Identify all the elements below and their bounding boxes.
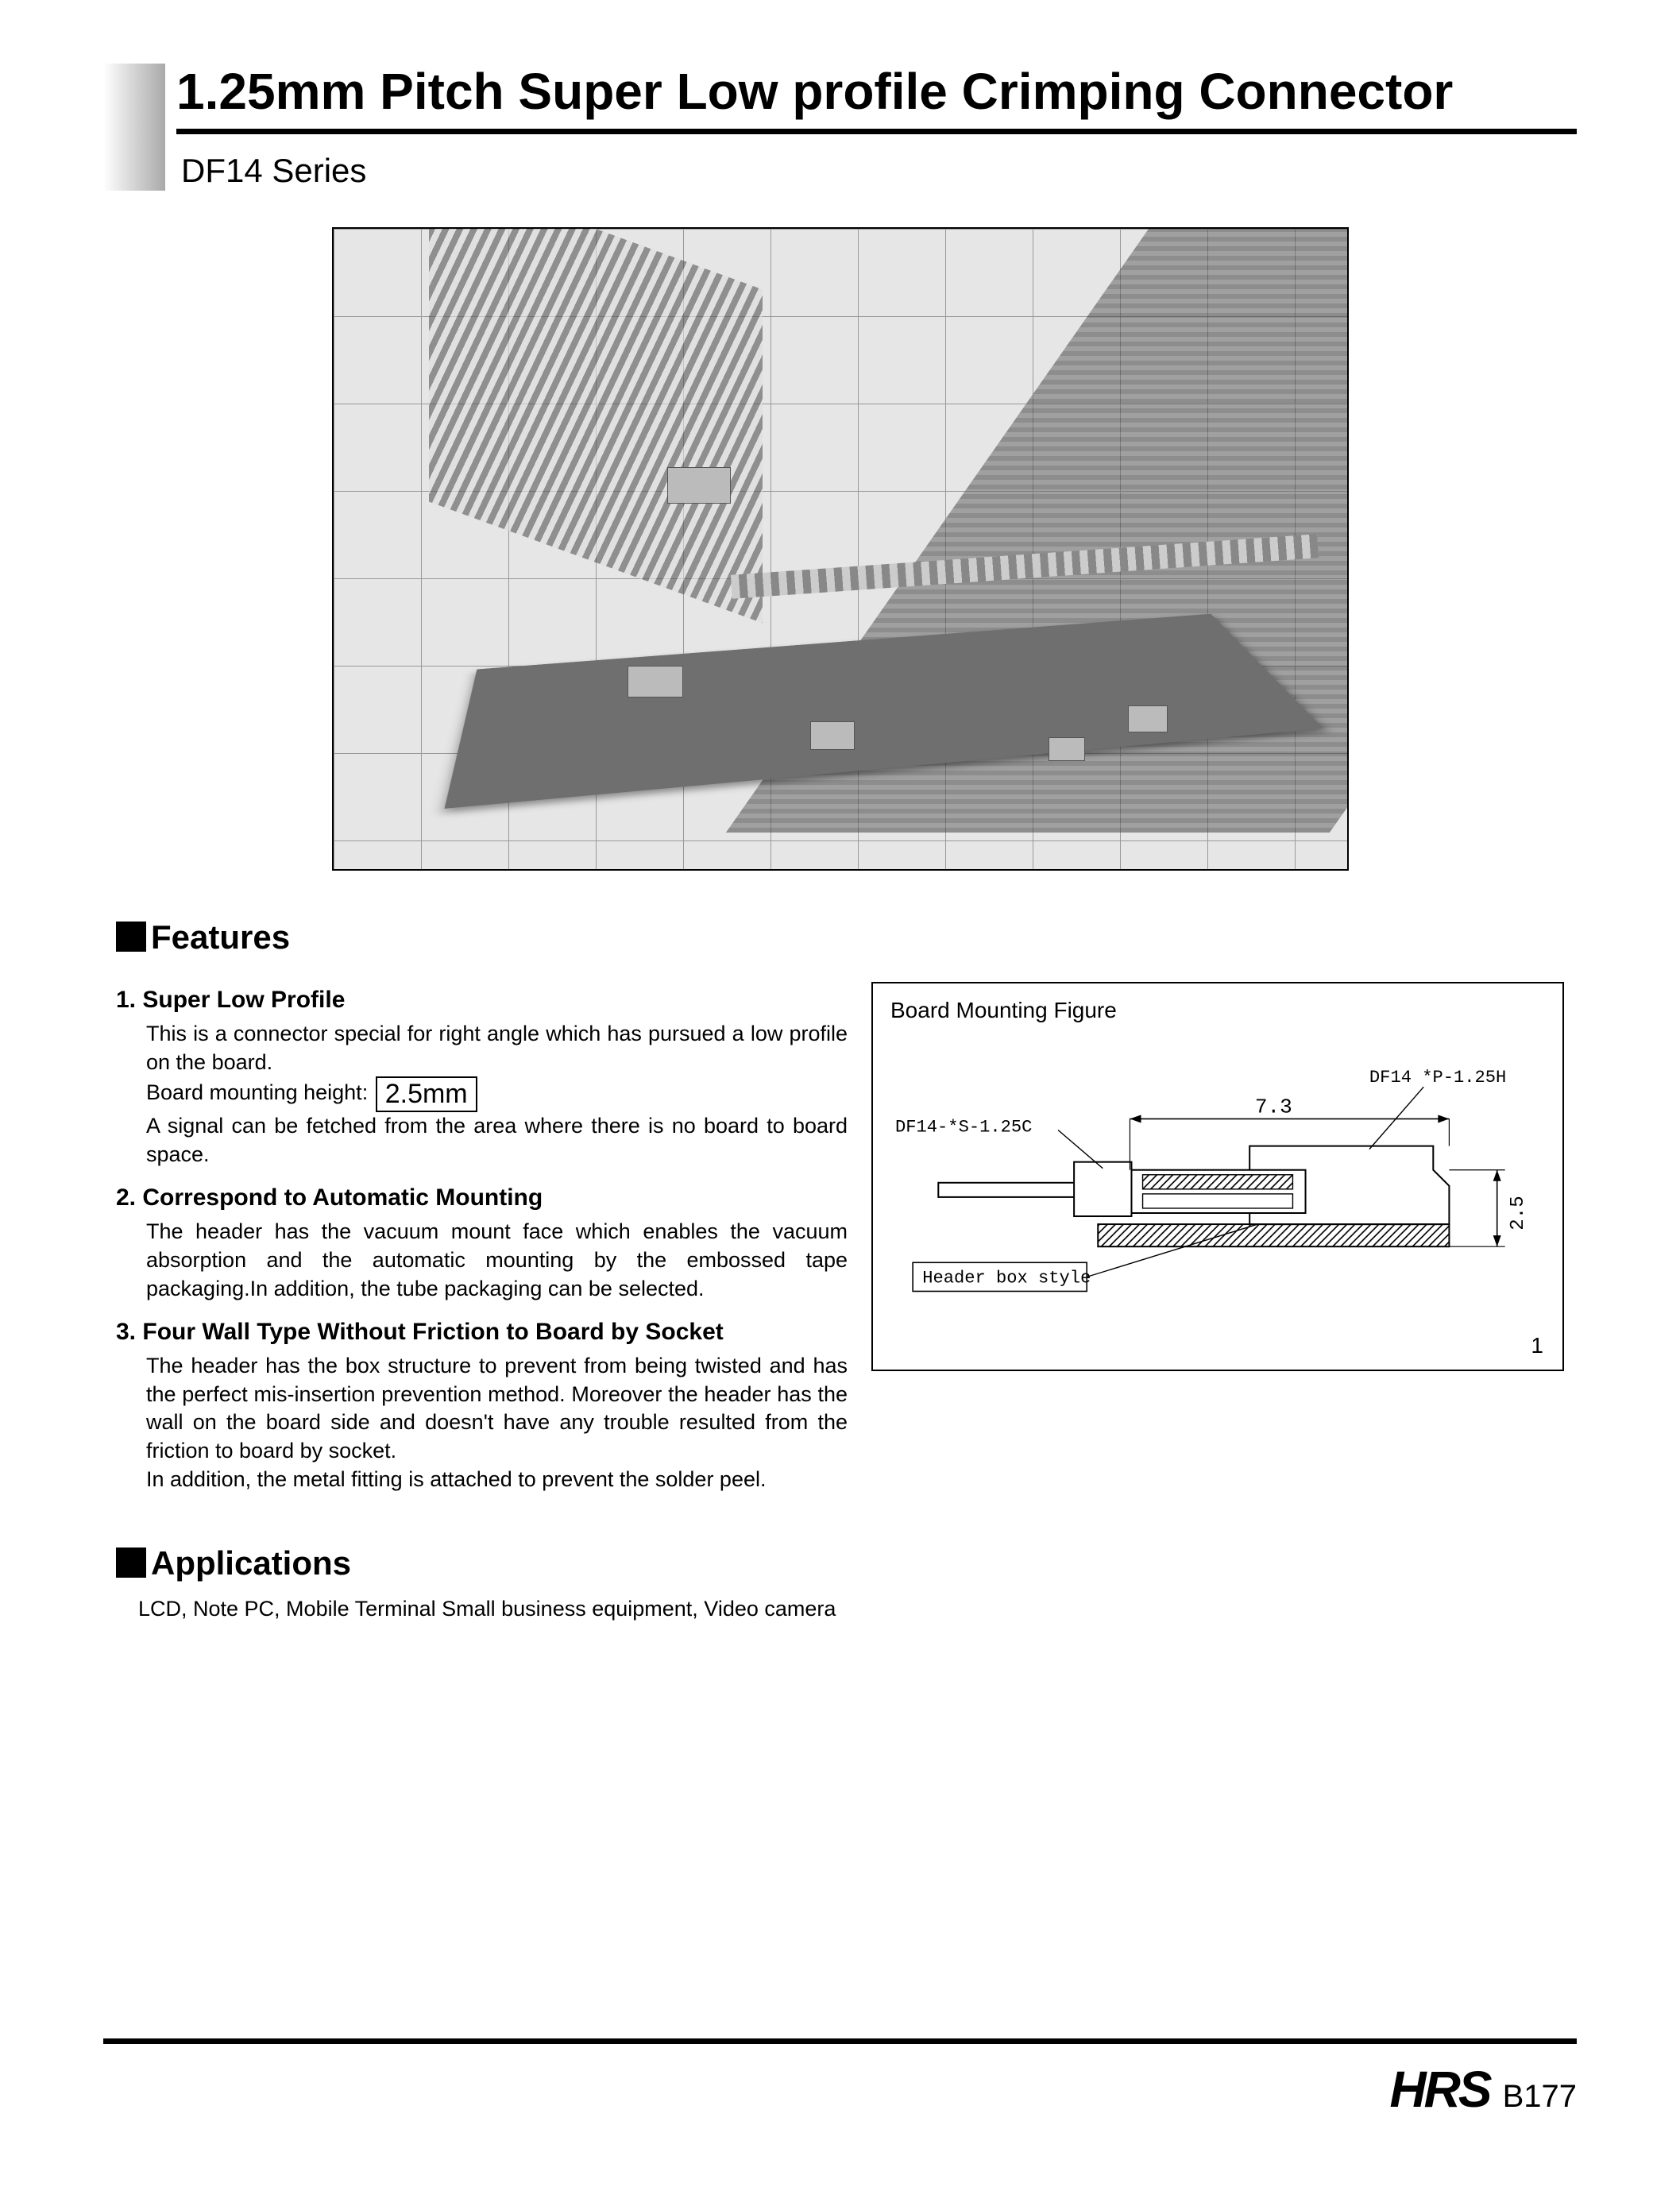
feature-3-heading: 3. Four Wall Type Without Friction to Bo… [116, 1319, 848, 1346]
features-heading: Features [116, 918, 1564, 956]
applications-heading-text: Applications [151, 1544, 351, 1582]
feature-1-p1: This is a connector special for right an… [116, 1020, 848, 1076]
figure-right-col: Board Mounting Figure [871, 971, 1564, 1371]
applications-text: LCD, Note PC, Mobile Terminal Small busi… [116, 1597, 1564, 1621]
feature-2-heading: 2. Correspond to Automatic Mounting [116, 1184, 848, 1211]
page-title: 1.25mm Pitch Super Low profile Crimping … [176, 64, 1577, 134]
feature-2-p1: The header has the vacuum mount face whi… [116, 1218, 848, 1303]
datasheet-page: 1.25mm Pitch Super Low profile Crimping … [0, 0, 1680, 2187]
feature-1-title: Super Low Profile [142, 987, 345, 1013]
mount-height-label: Board mounting height: [146, 1080, 368, 1104]
feature-3-num: 3. [116, 1319, 136, 1345]
figure-dim-top: 7.3 [1255, 1095, 1292, 1119]
mount-height-value: 2.5mm [376, 1076, 477, 1112]
footer: HRS B177 [1389, 2060, 1577, 2119]
feature-1-heading: 1. Super Low Profile [116, 987, 848, 1014]
feature-3-title: Four Wall Type Without Friction to Board… [142, 1319, 723, 1345]
feature-3-p1: The header has the box structure to prev… [116, 1352, 848, 1466]
title-text-column: 1.25mm Pitch Super Low profile Crimping … [176, 64, 1577, 190]
figure-dim-right: 2.5 [1508, 1196, 1529, 1230]
body: Features 1. Super Low Profile This is a … [103, 918, 1577, 1621]
features-left-col: 1. Super Low Profile This is a connector… [116, 971, 848, 1493]
figure-number: 1 [1531, 1333, 1543, 1358]
feature-1-mount-line: Board mounting height: 2.5mm [116, 1076, 848, 1112]
title-row: 1.25mm Pitch Super Low profile Crimping … [103, 64, 1577, 191]
mounting-diagram-icon: 7.3 2.5 DF14-*S-1.25C DF14 *P-1.25H [890, 1050, 1545, 1322]
applications-section: Applications LCD, Note PC, Mobile Termin… [116, 1544, 1564, 1621]
feature-2-num: 2. [116, 1184, 136, 1211]
feature-1-p2: A signal can be fetched from the area wh… [116, 1112, 848, 1169]
features-heading-text: Features [151, 918, 290, 956]
title-tab-accent [103, 64, 165, 191]
series-subtitle: DF14 Series [181, 152, 1577, 190]
figure-label-left: DF14-*S-1.25C [895, 1117, 1032, 1137]
applications-heading: Applications [116, 1544, 1564, 1582]
feature-2-title: Correspond to Automatic Mounting [142, 1184, 543, 1211]
footer-rule [103, 2038, 1577, 2044]
feature-1-num: 1. [116, 987, 136, 1013]
figure-label-box: Header box style [922, 1268, 1091, 1288]
brand-logo: HRS [1389, 2060, 1489, 2119]
square-bullet-icon [116, 922, 146, 952]
hero-image-wrap [103, 227, 1577, 871]
page-number: B177 [1503, 2079, 1577, 2115]
board-mounting-figure: Board Mounting Figure [871, 982, 1564, 1371]
figure-title: Board Mounting Figure [890, 998, 1545, 1023]
feature-3-p2: In addition, the metal fitting is attach… [116, 1466, 848, 1494]
figure-label-right: DF14 *P-1.25H [1369, 1068, 1506, 1088]
features-two-column: 1. Super Low Profile This is a connector… [116, 971, 1564, 1493]
square-bullet-icon [116, 1548, 146, 1578]
hero-product-photo [332, 227, 1349, 871]
